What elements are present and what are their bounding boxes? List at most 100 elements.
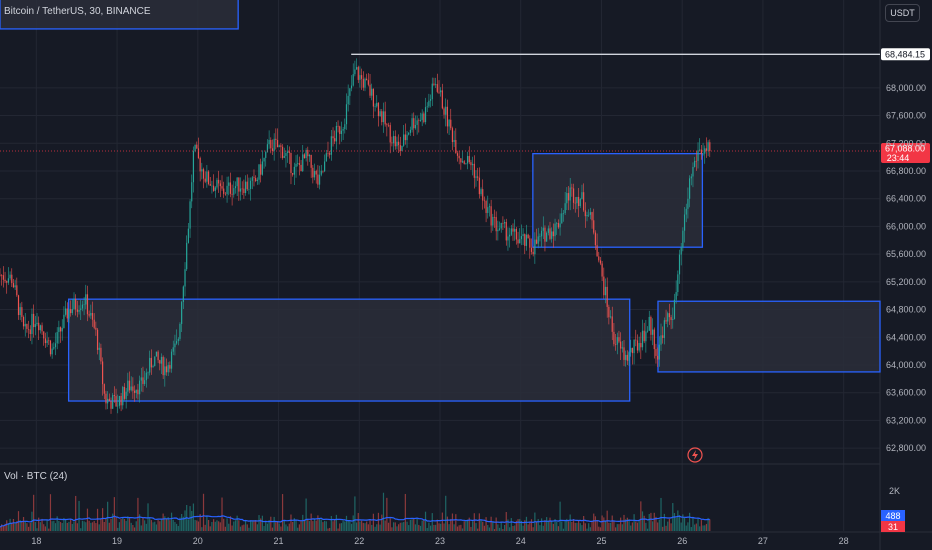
- candle: [366, 78, 368, 81]
- candle: [236, 177, 238, 187]
- time-tick-label: 20: [193, 536, 203, 546]
- volume-bar: [468, 517, 470, 531]
- price-tick-label: 63,600.00: [886, 388, 926, 398]
- candle: [478, 177, 480, 195]
- volume-bar: [522, 525, 524, 531]
- candle: [223, 188, 225, 194]
- candle: [85, 294, 87, 305]
- volume-bar: [408, 525, 410, 531]
- volume-bar: [557, 526, 560, 531]
- candle: [408, 132, 410, 135]
- candle: [197, 148, 200, 159]
- candle: [91, 312, 94, 320]
- volume-bar: [302, 514, 304, 531]
- candle: [182, 286, 184, 303]
- candle: [633, 339, 635, 354]
- candle: [424, 107, 427, 123]
- lightning-icon[interactable]: [687, 447, 703, 463]
- candle: [293, 166, 295, 175]
- volume-bar: [594, 516, 597, 531]
- candle: [329, 153, 331, 155]
- volume-bar: [108, 522, 110, 531]
- candle: [322, 170, 324, 172]
- price-axis: 62,800.00 63,200.00 63,600.00 64,000.00 64,4…: [881, 83, 926, 532]
- candle: [446, 106, 449, 127]
- candle: [423, 113, 425, 123]
- volume-bar: [179, 517, 181, 531]
- candle: [641, 330, 644, 348]
- candle: [303, 154, 306, 159]
- volume-bar: [680, 522, 682, 531]
- candle: [371, 88, 373, 96]
- volume-bar: [463, 521, 465, 531]
- candle: [202, 169, 205, 179]
- volume-bar: [33, 494, 35, 531]
- volume-bar: [11, 522, 13, 531]
- candle: [581, 192, 583, 199]
- volume-bar: [519, 518, 521, 531]
- candle: [320, 170, 322, 175]
- volume-bar: [229, 516, 232, 531]
- volume-bar: [191, 510, 193, 531]
- candle: [162, 356, 164, 376]
- candle: [636, 340, 639, 351]
- candle: [510, 228, 512, 235]
- candle: [260, 164, 262, 175]
- candle: [540, 230, 543, 237]
- candle: [276, 140, 279, 148]
- currency-button[interactable]: USDT: [885, 4, 920, 22]
- time-tick-label: 26: [677, 536, 687, 546]
- volume-bar: [564, 520, 566, 531]
- volume-bar: [128, 518, 131, 531]
- volume-bar: [199, 514, 201, 531]
- volume-bar: [329, 527, 331, 531]
- volume-bar: [233, 521, 235, 531]
- candle: [583, 192, 585, 211]
- candle: [218, 179, 220, 184]
- volume-bar: [445, 495, 447, 531]
- candle: [243, 188, 245, 194]
- volume-bar: [359, 521, 361, 531]
- candle: [95, 327, 97, 330]
- volume-bar: [350, 523, 353, 531]
- volume-bar: [423, 520, 425, 531]
- candle: [435, 84, 437, 85]
- volume-bar: [413, 518, 415, 531]
- volume-bar: [339, 523, 341, 531]
- volume-bar: [552, 523, 554, 531]
- candle: [211, 185, 213, 187]
- volume-bar: [466, 519, 469, 531]
- volume-bar: [354, 496, 356, 531]
- candle: [76, 309, 78, 312]
- volume-bar: [54, 523, 57, 531]
- candle: [653, 329, 655, 350]
- candle: [250, 180, 252, 189]
- volume-bar: [648, 514, 650, 531]
- candle: [33, 313, 35, 328]
- volume-bar: [270, 516, 272, 531]
- volume-bar: [497, 524, 499, 531]
- candle: [398, 141, 400, 146]
- candle: [177, 338, 179, 342]
- volume-bar: [98, 524, 100, 531]
- volume-bar: [663, 513, 665, 531]
- volume-bar: [300, 520, 302, 531]
- volume-bar: [140, 525, 142, 531]
- candle: [651, 329, 654, 335]
- volume-bar: [152, 522, 154, 531]
- volume-bar: [406, 521, 408, 531]
- volume-bar: [38, 517, 40, 531]
- volume-bar: [117, 527, 119, 531]
- candle: [219, 183, 221, 187]
- volume-bar: [665, 525, 667, 531]
- candle: [174, 343, 176, 348]
- volume-bar: [219, 522, 221, 531]
- time-tick-label: 25: [596, 536, 606, 546]
- volume-bar: [144, 520, 146, 531]
- volume-bar: [556, 521, 558, 531]
- candle: [315, 170, 317, 175]
- candle: [354, 69, 356, 75]
- candle: [680, 247, 682, 255]
